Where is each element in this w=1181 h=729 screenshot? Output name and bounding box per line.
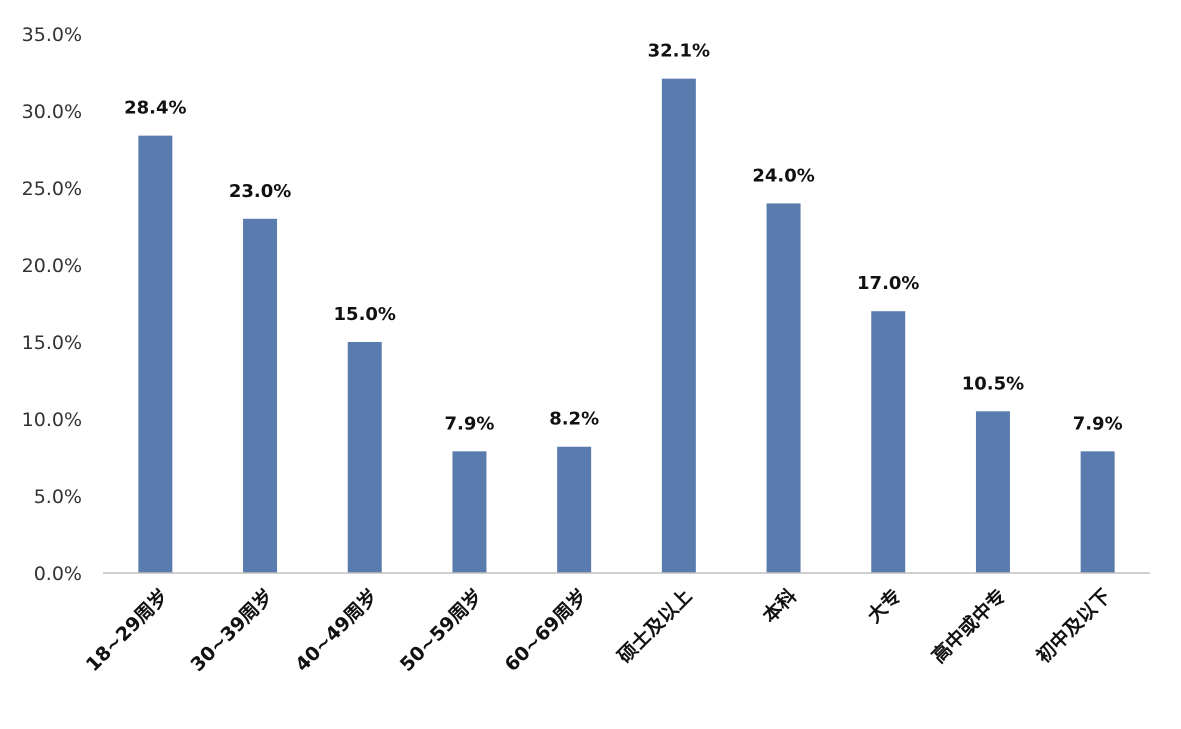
y-tick-label: 10.0% bbox=[22, 409, 82, 431]
x-tick-label: 初中及以下 bbox=[1032, 584, 1115, 667]
data-label: 23.0% bbox=[229, 181, 291, 202]
x-tick-label: 18~29周岁 bbox=[81, 584, 173, 676]
x-axis: 18~29周岁 30~39周岁 40~49周岁 50~59周岁 60~69周岁 硕士及以上… bbox=[81, 584, 1115, 676]
bar bbox=[661, 78, 696, 573]
data-label: 15.0% bbox=[334, 304, 396, 325]
data-label: 7.9% bbox=[444, 413, 494, 434]
bar bbox=[452, 451, 487, 573]
data-labels: 28.4% 23.0% 15.0% 7.9% 8.2% 32.1% 24.0% 17.0% 10… bbox=[124, 41, 1122, 435]
data-label: 17.0% bbox=[857, 273, 919, 294]
bar bbox=[975, 411, 1010, 573]
y-tick-label: 0.0% bbox=[34, 563, 82, 585]
x-tick-label: 大专 bbox=[863, 584, 906, 627]
data-label: 7.9% bbox=[1073, 413, 1123, 434]
x-tick-label: 本科 bbox=[758, 584, 801, 627]
y-tick-label: 20.0% bbox=[22, 255, 82, 277]
x-tick-label: 高中或中专 bbox=[927, 584, 1010, 667]
bar bbox=[871, 311, 906, 573]
bar bbox=[138, 135, 173, 573]
bar bbox=[243, 218, 278, 574]
bar bbox=[557, 446, 592, 573]
data-label: 8.2% bbox=[549, 409, 599, 430]
y-tick-label: 25.0% bbox=[22, 178, 82, 200]
y-tick-label: 30.0% bbox=[22, 101, 82, 123]
x-tick-label: 60~69周岁 bbox=[500, 584, 592, 676]
data-label: 24.0% bbox=[752, 165, 814, 186]
x-tick-label: 硕士及以上 bbox=[614, 585, 697, 668]
x-tick-label: 30~39周岁 bbox=[186, 584, 278, 676]
x-tick-label: 40~49周岁 bbox=[290, 584, 382, 676]
y-tick-label: 5.0% bbox=[34, 486, 82, 508]
x-tick-label: 50~59周岁 bbox=[395, 584, 487, 676]
bar bbox=[766, 203, 801, 573]
bars bbox=[138, 78, 1115, 574]
data-label: 32.1% bbox=[648, 41, 710, 62]
bar bbox=[347, 342, 382, 573]
data-label: 28.4% bbox=[124, 98, 186, 119]
y-axis: 0.0% 5.0% 10.0% 15.0% 20.0% 25.0% 30.0% 35.0% bbox=[22, 24, 82, 585]
y-tick-label: 35.0% bbox=[22, 24, 82, 46]
y-tick-label: 15.0% bbox=[22, 332, 82, 354]
data-label: 10.5% bbox=[962, 373, 1024, 394]
bar bbox=[1080, 451, 1115, 573]
